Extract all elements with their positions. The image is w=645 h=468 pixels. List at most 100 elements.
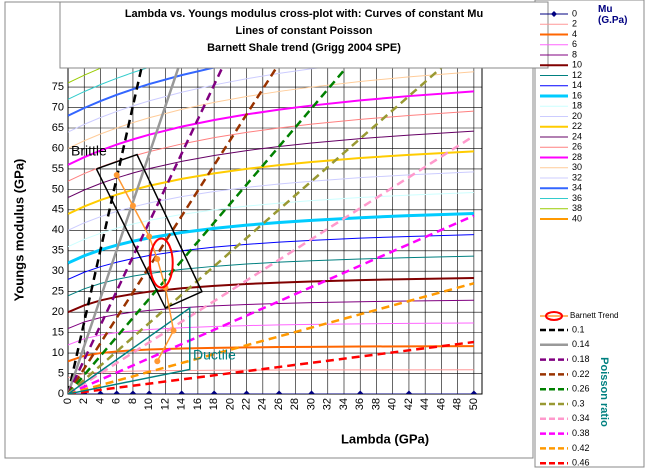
mu-curve [68,191,474,248]
poisson-line [68,66,445,394]
marker [356,390,364,394]
x-tick-label: 42 [403,398,415,410]
x-tick-label: 38 [370,398,382,410]
legend-label: 0.14 [572,339,590,349]
legend-label: Barnett Trend [570,311,618,320]
marker [96,390,104,394]
x-tick-label: 32 [322,398,334,410]
x-tick-label: 16 [192,398,204,410]
poisson-line [68,282,475,394]
legend-marker [551,11,557,17]
trend-point [154,358,161,365]
legend-label: 0 [572,8,577,18]
legend-label: 18 [572,101,582,111]
trend-point [129,202,136,209]
marker [470,390,478,394]
legend-label: 6 [572,39,577,49]
poisson-line [68,214,475,394]
legend-label: 26 [572,142,582,152]
x-tick-label: 30 [305,398,317,410]
legend-label: 0.1 [572,324,585,334]
y-tick-label: 30 [52,265,64,277]
x-tick-label: 40 [387,398,399,410]
marker [178,390,186,394]
y-tick-label: 15 [52,327,64,339]
poisson-line [68,340,475,394]
legend-label: 30 [572,162,582,172]
poisson-line [68,66,349,394]
x-tick-label: 24 [257,398,269,410]
legend-marker [545,311,563,321]
y-tick-label: 60 [52,142,64,154]
legend-label: 0.38 [572,428,590,438]
chart-title: Barnett Shale trend (Grigg 2004 SPE) [207,42,401,54]
legend-label: 0.46 [572,458,590,468]
marker [210,390,218,394]
y-tick-label: 10 [52,347,64,359]
x-tick-label: 48 [452,398,464,410]
mu-curve [68,171,474,231]
outline-shape [68,306,191,394]
outline-shape [95,153,203,310]
marker [308,390,316,394]
x-tick-label: 26 [273,398,285,410]
legend-title: Poisson ratio [598,357,610,427]
legend-label: 38 [572,203,582,213]
x-tick-label: 12 [159,398,171,410]
y-tick-label: 70 [52,101,64,113]
marker [243,390,251,394]
legend-label: 12 [572,70,582,80]
legend-label: 34 [572,183,582,193]
mu-curve [68,90,474,166]
legend-label: 14 [572,80,582,90]
y-tick-label: 55 [52,163,64,175]
legend-label: 22 [572,121,582,131]
x-tick-label: 50 [468,398,480,410]
y-tick-label: 75 [52,81,64,93]
y-tick-label: 65 [52,122,64,134]
y-axis-label: Youngs modulus (GPa) [11,159,26,302]
x-tick-label: 28 [289,398,301,410]
legend-label: 16 [572,90,582,100]
trend-point [154,255,161,262]
legend-label: 0.42 [572,443,590,453]
poisson-line [68,134,475,394]
x-axis-label: Lambda (GPa) [341,431,429,446]
marker [113,390,121,394]
poisson-line [68,66,279,394]
mu-curve [68,66,154,100]
trend-point [146,233,153,240]
mu-curve [68,255,474,297]
trend-point [170,327,177,334]
chart-title: Lines of constant Poisson [236,25,373,37]
x-tick-label: 36 [354,398,366,410]
chart-title: Lambda vs. Youngs modulus cross-plot wit… [125,8,483,20]
mu-curve [68,211,474,265]
legend-label: 0.26 [572,384,590,394]
legend-label: 32 [572,172,582,182]
x-tick-label: 10 [143,398,155,410]
annotation: Ductile [193,347,236,363]
legend-label: 36 [572,193,582,203]
legend-label: 24 [572,131,582,141]
y-tick-label: 50 [52,183,64,195]
y-tick-label: 40 [52,224,64,236]
marker [275,390,283,394]
x-tick-label: 22 [240,398,252,410]
title-box [59,1,549,69]
y-tick-label: 25 [52,286,64,298]
legend-label: 4 [572,29,577,39]
poisson-line [68,66,225,394]
mu-curve [68,277,474,314]
annotation: Brittle [71,143,107,159]
legend-label: 0.18 [572,354,590,364]
trend-point [113,172,120,179]
x-tick-label: 34 [338,398,350,410]
marker [129,390,137,394]
x-tick-label: 20 [224,398,236,410]
x-tick-label: 0 [62,398,74,404]
mu-curve [68,150,474,215]
legend-title: Mu (G.Pa) [598,4,628,26]
